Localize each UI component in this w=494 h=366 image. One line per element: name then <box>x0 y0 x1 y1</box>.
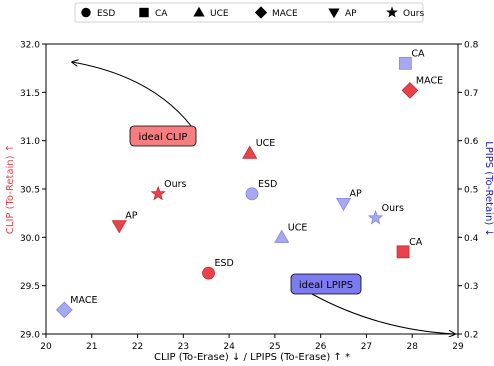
ideal-clip-box <box>129 125 197 147</box>
point-label: Ours <box>164 179 186 190</box>
point-lpips-mace <box>55 301 73 319</box>
point-lpips-ap <box>335 197 352 212</box>
ideal-lpips-box <box>290 273 362 295</box>
point-label: ESD <box>215 258 234 269</box>
legend-marker-esd <box>81 7 91 18</box>
point-label: MACE <box>70 295 97 306</box>
y-left-tick-label: 29.5 <box>20 282 40 292</box>
x-tick-label: 23 <box>178 342 189 352</box>
y-left-tick-label: 32.0 <box>20 41 40 51</box>
x-tick-label: 22 <box>132 342 143 352</box>
ideal-clip-annotation: ideal CLIP <box>129 125 197 147</box>
x-tick-label: 24 <box>223 342 235 352</box>
legend-items: ESD CA UCE MACE AP Ours <box>81 6 424 19</box>
legend-label: ESD <box>97 9 115 19</box>
point-label: UCE <box>288 222 308 233</box>
legend-frame <box>74 2 424 23</box>
ideal-lpips-label: ideal LPIPS <box>299 280 353 291</box>
data-points: ESD CA UCE MACE AP Ours ESD CA UCE MACE AP Ours <box>55 48 443 319</box>
point-lpips-ours <box>367 209 384 225</box>
point-label: UCE <box>256 138 276 149</box>
legend-marker-uce <box>193 6 205 17</box>
x-tick-label: 20 <box>40 342 52 352</box>
y-axis-label-right: LPIPS (To-Retain) ↓ <box>483 141 494 237</box>
legend-marker-ours <box>386 6 398 18</box>
legend-marker-ca <box>139 7 149 18</box>
point-lpips-uce <box>274 229 290 243</box>
point-label: AP <box>350 189 362 200</box>
point-lpips-ca <box>398 56 412 70</box>
point-clip-ours <box>150 185 166 201</box>
y-right-tick-label: 0.5 <box>464 186 478 196</box>
point-label: MACE <box>416 75 443 86</box>
legend-label: Ours <box>403 9 424 19</box>
y-left-tick-label: 30.5 <box>20 186 40 196</box>
ideal-lpips-annotation: ideal LPIPS <box>290 273 362 295</box>
legend-label: CA <box>155 9 168 19</box>
y-left-tick-label: 31.0 <box>20 137 40 147</box>
x-tick-label: 28 <box>406 342 418 352</box>
legend-label: AP <box>345 9 357 19</box>
ideal-lpips-arrow <box>311 293 455 334</box>
x-axis-label: CLIP (To-Erase) ↓ / LPIPS (To-Erase) ↑ * <box>154 352 350 363</box>
point-label: CA <box>409 237 423 248</box>
ideal-clip-arrow <box>72 62 193 128</box>
x-tick-label: 29 <box>452 342 464 352</box>
y-right-tick-label: 0.6 <box>464 137 479 147</box>
point-label: Ours <box>382 203 404 214</box>
ideal-clip-label: ideal CLIP <box>139 132 188 143</box>
point-label: ESD <box>258 179 277 190</box>
point-label: CA <box>411 48 425 59</box>
x-tick-label: 26 <box>315 342 327 352</box>
point-clip-uce <box>242 145 258 159</box>
y-right-tick-label: 0.2 <box>464 331 478 341</box>
y-right-tick-label: 0.4 <box>464 234 479 244</box>
legend-marker-mace <box>254 6 268 19</box>
legend-label: UCE <box>210 9 229 19</box>
legend: ESD CA UCE MACE AP Ours <box>74 2 424 23</box>
point-clip-mace <box>401 82 419 99</box>
y-right-tick-label: 0.3 <box>464 282 478 292</box>
point-clip-esd <box>202 266 215 280</box>
y-axis-label-left: CLIP (To-Retain) ↑ <box>5 144 16 234</box>
y-left-tick-label: 31.5 <box>20 89 40 99</box>
point-clip-ca <box>396 245 410 259</box>
y-right-tick-label: 0.8 <box>464 41 479 51</box>
y-right-tick-label: 0.7 <box>464 89 478 99</box>
legend-marker-ap <box>328 8 340 19</box>
point-label: AP <box>125 211 137 222</box>
point-lpips-esd <box>245 187 259 201</box>
y-left-tick-label: 30.0 <box>20 234 40 244</box>
x-tick-label: 21 <box>86 342 97 352</box>
x-tick-label: 25 <box>269 342 280 352</box>
y-left-axis-ticks: 29.0 29.5 30.0 30.5 31.0 31.5 32.0 <box>20 41 46 341</box>
x-tick-label: 27 <box>361 342 372 352</box>
y-left-tick-label: 29.0 <box>20 331 40 341</box>
y-right-axis-ticks: 0.2 0.3 0.4 0.5 0.6 0.7 0.8 <box>458 41 479 341</box>
x-axis-ticks: 20 21 22 23 24 25 26 27 28 29 <box>40 334 464 352</box>
point-clip-ap <box>111 220 127 234</box>
legend-label: MACE <box>272 9 298 19</box>
